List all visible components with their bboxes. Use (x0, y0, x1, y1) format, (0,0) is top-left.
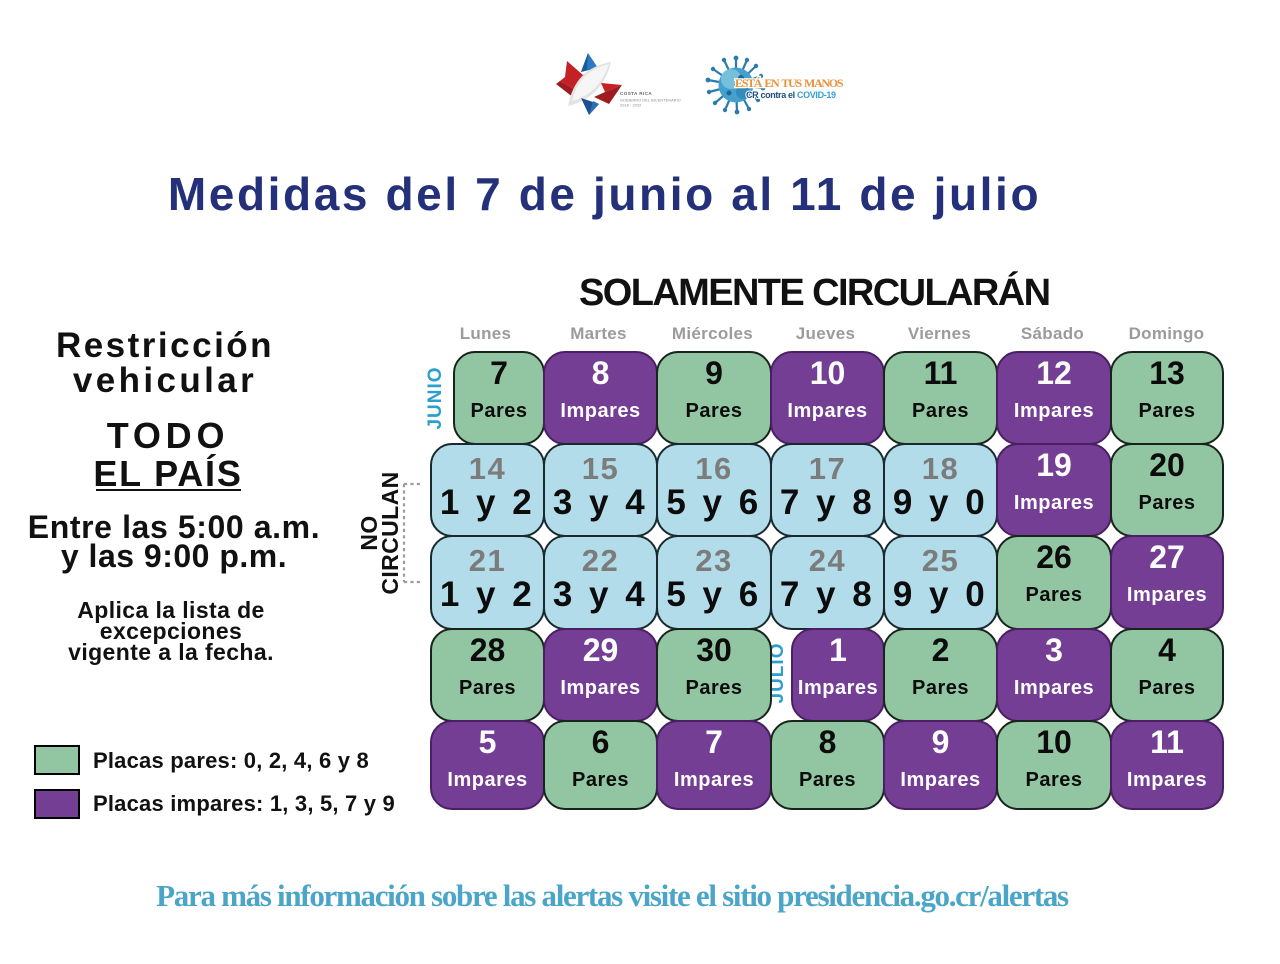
svg-text:GOBIERNO DEL BICENTENARIO: GOBIERNO DEL BICENTENARIO (620, 99, 681, 103)
svg-text:COSTA RICA: COSTA RICA (620, 91, 652, 96)
svg-text:CR contra el COVID-19: CR contra el COVID-19 (746, 90, 836, 100)
svg-text:2018 - 2022: 2018 - 2022 (620, 104, 641, 108)
svg-text:ESTÁ EN TUS MANOS: ESTÁ EN TUS MANOS (735, 76, 844, 90)
